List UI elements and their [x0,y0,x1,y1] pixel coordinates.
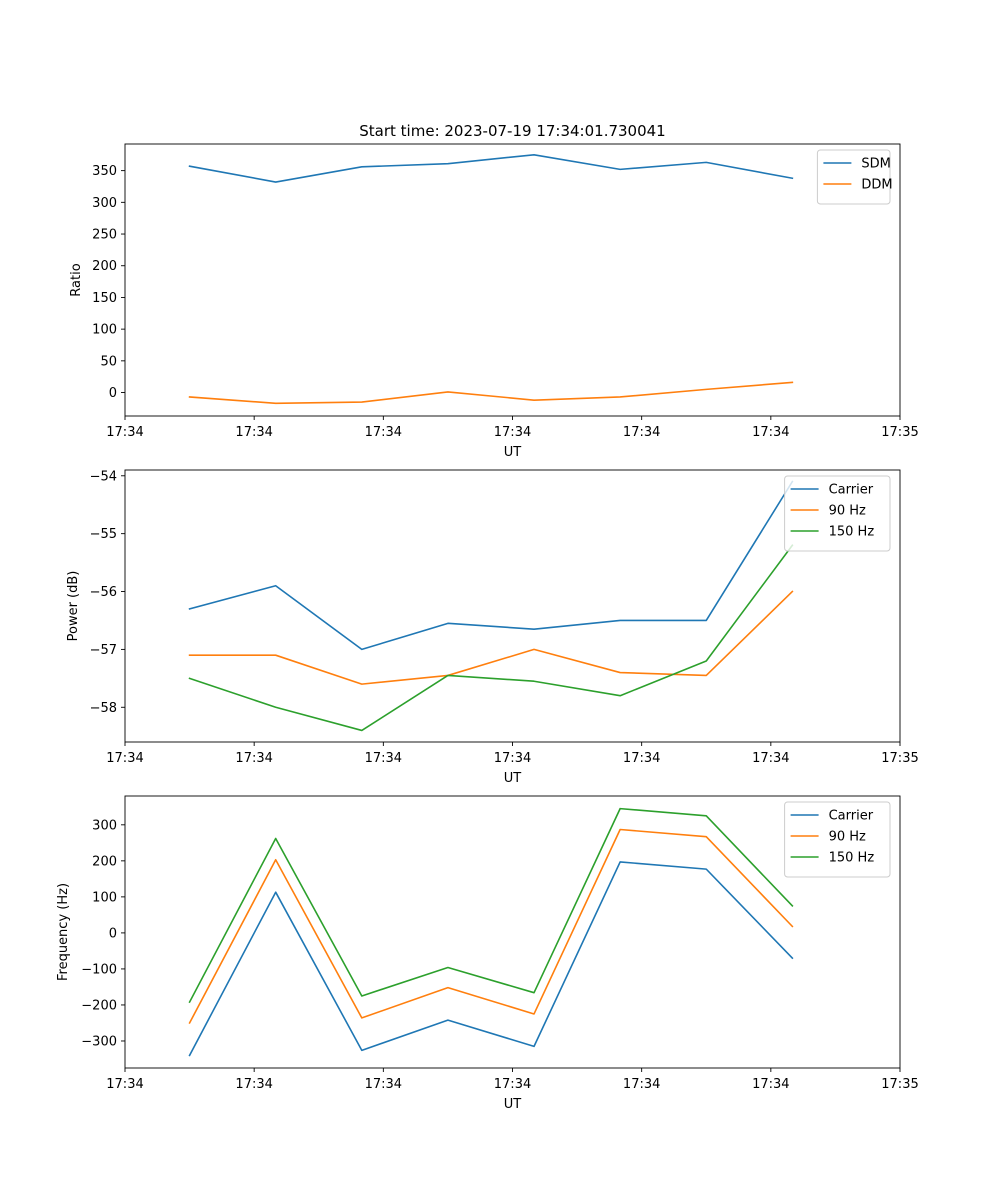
x-tick-label: 17:34 [235,425,272,440]
legend-label-90-hz: 90 Hz [829,830,866,845]
y-tick-label: −56 [90,585,117,600]
legend-label-150-hz: 150 Hz [829,851,875,866]
x-tick-label: 17:34 [623,425,660,440]
x-tick-label: 17:34 [494,751,531,766]
y-tick-label: 0 [109,926,117,941]
y-tick-label: −54 [90,469,117,484]
legend-label-150-hz: 150 Hz [829,525,875,540]
series-line-150-hz [188,544,794,732]
legend: Carrier 90 Hz 150 Hz [784,801,891,878]
x-axis-label: UT [504,1097,522,1112]
y-tick-label: 0 [109,386,117,401]
y-tick-label: −55 [90,527,117,542]
x-tick-label: 17:35 [881,425,918,440]
x-tick-label: 17:34 [623,1077,660,1092]
y-axis-label: Ratio [69,263,84,296]
x-tick-label: 17:34 [106,425,143,440]
series-line-sdm [188,153,794,183]
x-tick-label: 17:34 [494,425,531,440]
y-tick-label: 250 [92,228,117,243]
y-axis-label: Frequency (Hz) [56,883,71,981]
y-tick-label: 50 [100,354,117,369]
y-tick-label: 200 [92,259,117,274]
x-tick-label: 17:34 [106,751,143,766]
legend-box [784,475,891,552]
y-tick-label: 150 [92,291,117,306]
y-tick-label: 100 [92,890,117,905]
series-line-90-hz [188,828,794,1025]
x-tick-label: 17:34 [235,751,272,766]
series-line-carrier [188,480,794,651]
y-tick-label: −200 [81,998,117,1013]
legend-label-ddm: DDM [861,178,892,193]
x-tick-label: 17:34 [494,1077,531,1092]
y-axis-label: Power (dB) [66,571,81,642]
y-tick-label: −58 [90,701,117,716]
x-axis-label: UT [504,445,522,460]
legend-label-carrier: Carrier [829,483,874,498]
frequency-subplot: UT Frequency (Hz) 17:34 17:34 17:34 17:34 17… [56,795,919,1112]
x-tick-label: 17:34 [752,425,789,440]
y-tick-label: 200 [92,854,117,869]
legend: Carrier 90 Hz 150 Hz [784,475,891,552]
series-line-90-hz [188,590,794,685]
y-tick-label: 300 [92,818,117,833]
x-tick-label: 17:35 [881,1077,918,1092]
chart-title: Start time: 2023-07-19 17:34:01.730041 [359,122,665,140]
x-tick-label: 17:34 [365,425,402,440]
x-tick-label: 17:34 [106,1077,143,1092]
x-tick-label: 17:34 [752,751,789,766]
power-subplot: UT Power (dB) 17:34 17:34 17:34 17:34 17:34 1… [66,469,919,786]
y-tick-label: 100 [92,323,117,338]
legend-label-sdm: SDM [861,157,890,172]
series-line-carrier [188,861,794,1057]
x-tick-label: 17:34 [623,751,660,766]
x-tick-label: 17:34 [365,751,402,766]
legend-box [784,801,891,878]
x-tick-label: 17:34 [365,1077,402,1092]
y-tick-label: 350 [92,164,117,179]
ratio-subplot: Start time: 2023-07-19 17:34:01.730041 U… [69,122,919,460]
legend-label-carrier: Carrier [829,809,874,824]
x-tick-label: 17:35 [881,751,918,766]
legend: SDM DDM [816,149,893,205]
series-line-150-hz [188,807,794,1004]
x-tick-label: 17:34 [752,1077,789,1092]
series-line-ddm [188,381,794,405]
x-axis-label: UT [504,771,522,786]
legend-label-90-hz: 90 Hz [829,504,866,519]
y-tick-label: −57 [90,643,117,658]
y-tick-label: −100 [81,962,117,977]
y-tick-label: −300 [81,1034,117,1049]
x-tick-label: 17:34 [235,1077,272,1092]
y-tick-label: 300 [92,196,117,211]
